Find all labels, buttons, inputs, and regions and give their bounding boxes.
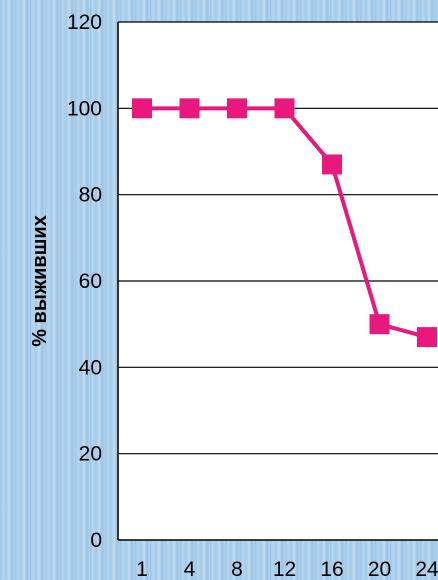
x-tick-label: 4 — [184, 558, 196, 580]
data-point-marker — [274, 98, 295, 119]
series-group — [132, 98, 437, 348]
y-tick-label: 100 — [67, 97, 102, 120]
data-point-marker — [179, 98, 200, 119]
gridlines — [118, 21, 438, 455]
y-tick-labels: 0 20 40 60 80 100 120 — [67, 11, 102, 552]
x-tick-label: 16 — [320, 558, 343, 580]
data-point-marker — [132, 98, 152, 119]
y-tick-label: 80 — [79, 184, 102, 207]
y-tick-label: 60 — [79, 270, 102, 293]
x-tick-label: 8 — [231, 558, 243, 580]
x-tick-labels: 1 4 8 12 16 20 24 — [136, 558, 438, 580]
y-tick-label: 0 — [90, 529, 102, 552]
y-tick-label: 20 — [79, 443, 102, 466]
data-point-marker — [227, 98, 247, 119]
data-point-marker — [369, 314, 390, 335]
y-tick-label: 120 — [67, 11, 102, 34]
data-point-marker — [322, 154, 342, 175]
y-axis-title: % выживших — [29, 215, 51, 347]
x-tick-label: 1 — [136, 558, 148, 580]
x-tick-label: 24 — [415, 558, 438, 580]
y-tick-label: 40 — [79, 356, 102, 379]
data-point-marker — [417, 327, 437, 348]
x-tick-label: 20 — [368, 558, 391, 580]
x-tick-label: 12 — [273, 558, 296, 580]
